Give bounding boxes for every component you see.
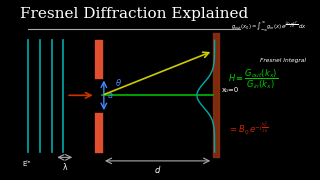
Text: x₀=0: x₀=0 — [222, 87, 239, 93]
Text: a: a — [108, 91, 113, 100]
Text: θ: θ — [116, 79, 121, 88]
Text: $= B_0\, e^{-j\frac{k_x^2}{2k}}$: $= B_0\, e^{-j\frac{k_x^2}{2k}}$ — [228, 120, 268, 138]
Text: λ: λ — [62, 163, 67, 172]
Text: Eᴵⁿ: Eᴵⁿ — [22, 161, 31, 167]
Text: d: d — [155, 166, 160, 175]
Text: Fresnel Diffraction Explained: Fresnel Diffraction Explained — [20, 7, 248, 21]
Text: $g_{out}(x_0) = \int_{-\infty}^{\infty} g_{in}(x)\,e^{j\frac{(x_0-x)^2}{2d}}\,dx: $g_{out}(x_0) = \int_{-\infty}^{\infty} … — [231, 19, 306, 34]
Text: $H \equiv \dfrac{G_{out}(k_x)}{G_{in}(k_x)}$: $H \equiv \dfrac{G_{out}(k_x)}{G_{in}(k_… — [228, 67, 278, 91]
Text: Fresnel Integral: Fresnel Integral — [260, 58, 306, 63]
